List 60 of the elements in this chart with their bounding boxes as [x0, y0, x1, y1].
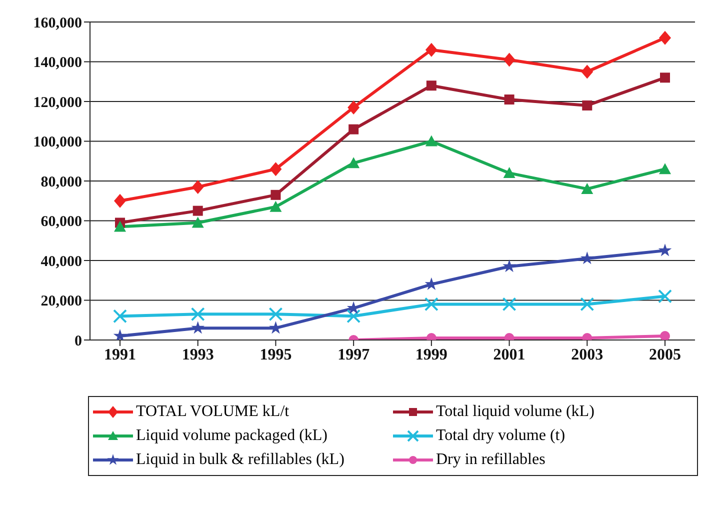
- point: [660, 331, 670, 340]
- y-tick-label: 80,000: [40, 174, 82, 190]
- point: [190, 307, 205, 322]
- y-tick-label: 60,000: [40, 214, 82, 230]
- point: [348, 100, 360, 114]
- point: [346, 309, 361, 324]
- point: [502, 259, 516, 272]
- point: [658, 289, 672, 304]
- y-tick-label: 20,000: [40, 294, 82, 310]
- y-tick-label: 120,000: [33, 94, 82, 111]
- x-tick-label: 1997: [338, 346, 370, 364]
- x-tick-label: 1999: [415, 346, 448, 364]
- y-tick-label: 40,000: [40, 254, 82, 270]
- legend-label: Total liquid volume (kL): [436, 403, 594, 421]
- y-tick-label: 140,000: [33, 55, 82, 72]
- legend-label: Liquid in bulk & refillables (kL): [136, 451, 344, 469]
- point: [192, 216, 204, 228]
- point: [503, 167, 516, 178]
- point: [113, 309, 127, 324]
- point: [192, 180, 204, 194]
- point: [270, 190, 281, 200]
- point: [425, 42, 438, 57]
- point: [114, 220, 126, 232]
- point: [504, 94, 514, 105]
- legend-label: Total dry volume (t): [436, 427, 566, 445]
- point: [580, 252, 594, 264]
- x-tick-label: 2001: [493, 346, 526, 364]
- point: [192, 206, 203, 216]
- point: [502, 297, 516, 312]
- point: [113, 329, 127, 340]
- y-tick-label: 100,000: [33, 134, 82, 151]
- point: [270, 162, 282, 176]
- point: [425, 135, 438, 146]
- point: [114, 194, 126, 208]
- point: [580, 297, 594, 312]
- point: [426, 80, 436, 91]
- point: [348, 157, 360, 168]
- point: [424, 297, 438, 312]
- y-tick-label: 0: [74, 333, 82, 350]
- legend-label: Dry in refillables: [436, 451, 546, 469]
- x-tick-label: 1993: [182, 346, 214, 364]
- point: [268, 307, 283, 322]
- point: [270, 200, 282, 212]
- point: [191, 321, 205, 334]
- point: [659, 163, 671, 174]
- x-tick-label: 2003: [571, 346, 604, 364]
- legend-label: TOTAL VOLUME kL/t: [136, 403, 290, 421]
- x-tick-label: 2005: [649, 346, 681, 364]
- x-tick-label: 1991: [104, 346, 136, 364]
- legend-label: Liquid volume packaged (kL): [136, 427, 328, 445]
- point: [581, 64, 594, 79]
- point: [581, 182, 594, 194]
- point: [660, 72, 670, 83]
- point: [659, 30, 671, 45]
- point: [503, 52, 516, 67]
- x-tick-label: 1995: [260, 346, 292, 364]
- y-tick-label: 160,000: [33, 15, 82, 32]
- point: [582, 100, 592, 110]
- point: [348, 124, 359, 134]
- point: [658, 244, 672, 256]
